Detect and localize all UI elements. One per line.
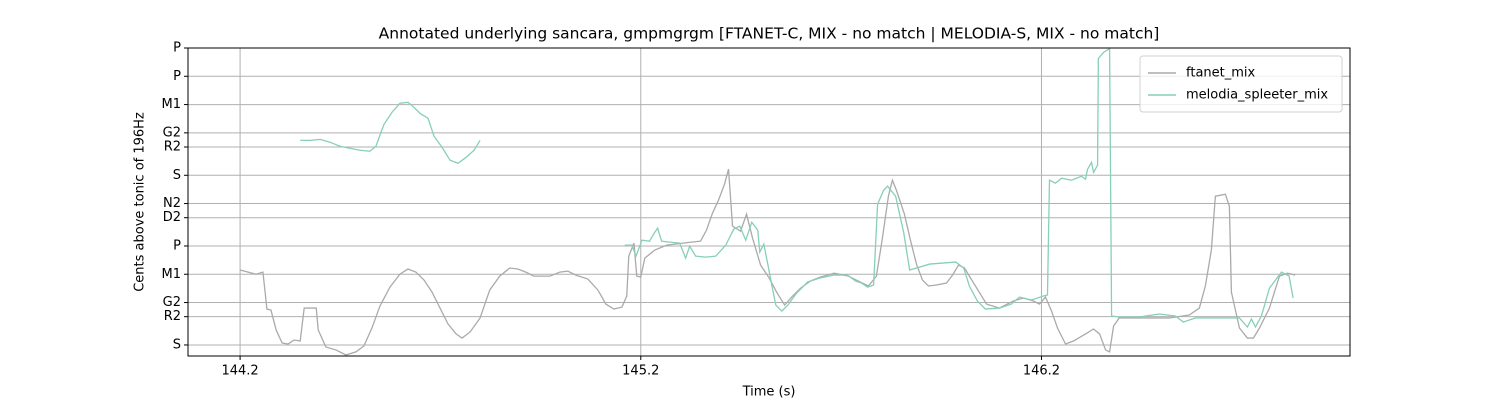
x-axis-label: Time (s) [742,385,796,400]
y-tick-label: M1 [162,97,182,112]
y-tick-label: G2 [163,295,181,310]
legend-label: melodia_spleeter_mix [1186,88,1328,103]
y-tick-label: S [173,168,181,183]
y-tick-label: S [173,337,181,352]
legend-box [1139,55,1343,113]
chart-title: Annotated underlying sancara, gmpmgrgm [… [379,25,1160,43]
y-tick-label: D2 [163,210,181,225]
series-line [300,47,1294,329]
x-tick-label: 146.2 [1023,364,1060,379]
y-tick-label: P [173,238,181,253]
series-line [239,169,1296,356]
legend-label: ftanet_mix [1186,66,1256,81]
x-tick-label: 144.2 [221,364,258,379]
y-tick-label: G2 [163,125,181,140]
y-tick-label: M1 [162,267,182,282]
y-tick-label: R2 [164,309,181,324]
y-tick-label: R2 [164,139,181,154]
y-tick-label: P [173,69,181,84]
plot-frame [187,47,1351,357]
y-tick-label: N2 [163,196,181,211]
y-axis-label: Cents above tonic of 196Hz [133,112,148,292]
x-tick-label: 145.2 [622,364,659,379]
y-tick-label: P [173,41,181,56]
